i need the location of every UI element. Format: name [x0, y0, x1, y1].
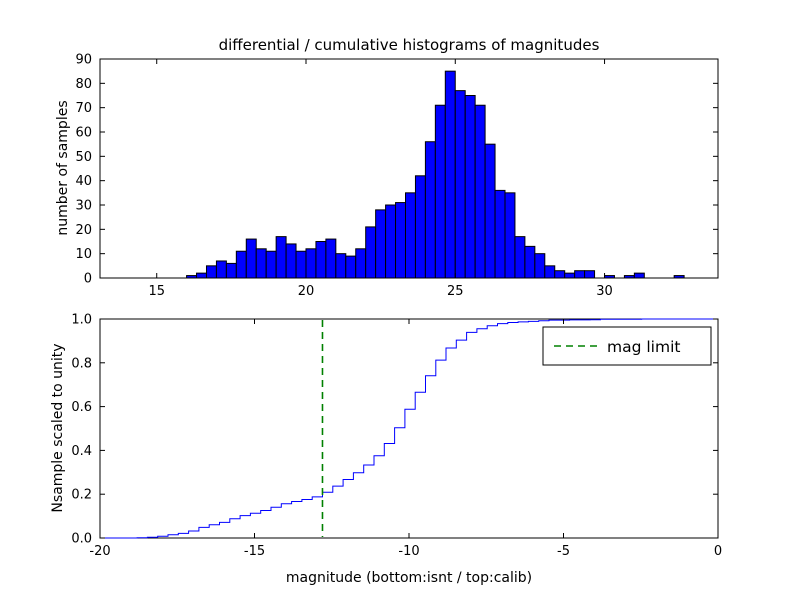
x-tick-label: -15 [244, 544, 265, 559]
histogram-bar [633, 272, 645, 279]
histogram-bar [225, 262, 237, 279]
histogram-bar [544, 265, 556, 279]
x-tick-label: -10 [398, 544, 419, 559]
y-tick-label: 30 [75, 199, 92, 214]
histogram-bar [365, 226, 377, 279]
bottom-plot: -20 -15 -10 -5 0 0.0 0.2 0.4 0.6 0.8 1.0 [71, 313, 722, 560]
x-tick-label: 15 [148, 284, 165, 299]
y-tick-label: 20 [75, 223, 92, 238]
histogram-bar [245, 238, 257, 279]
histogram-bar [295, 250, 307, 279]
x-tick-label: 30 [596, 284, 613, 299]
histogram-bar [494, 189, 506, 279]
x-tick-label: 0 [714, 544, 722, 559]
histogram-bars [186, 70, 685, 279]
y-tick-label: 0.2 [71, 488, 92, 503]
histogram-bar [454, 90, 466, 279]
histogram-bar [434, 104, 446, 279]
histogram-bar [564, 272, 576, 279]
histogram-bar [604, 275, 615, 279]
cumulative-line [100, 318, 718, 539]
histogram-bar [534, 253, 546, 279]
histogram-bar [673, 275, 685, 279]
legend [542, 326, 712, 366]
histogram-bar [235, 250, 247, 279]
y-tick-label: 1.0 [71, 313, 92, 328]
histogram-bar [574, 270, 586, 279]
y-tick-label: 0.8 [71, 356, 92, 371]
y-tick-label: 0.0 [71, 532, 92, 547]
x-tick-label: -5 [557, 544, 570, 559]
y-tick-label: 90 [75, 53, 92, 68]
x-tick-label: 25 [447, 284, 464, 299]
bottom-y-axis-label: Nsample scaled to unity [50, 343, 66, 513]
y-tick-label: 70 [75, 101, 92, 116]
histogram-bar [464, 95, 476, 279]
histogram-bar [186, 275, 198, 279]
y-tick-label: 80 [75, 77, 92, 92]
histogram-bar [554, 270, 566, 279]
histogram-bar [584, 270, 596, 279]
histogram-bar [484, 143, 496, 279]
histogram-bar [305, 248, 317, 279]
y-tick-label: 0 [84, 272, 92, 287]
histogram-bar [514, 236, 526, 279]
histogram-bar [395, 202, 406, 279]
histogram-bar [196, 272, 207, 279]
x-axis-label: magnitude (bottom:isnt / top:calib) [285, 570, 533, 586]
histogram-bar [504, 192, 516, 279]
figure-title: differential / cumulative histograms of … [218, 36, 600, 54]
x-tick-label: -20 [89, 544, 110, 559]
y-tick-label: 60 [75, 126, 92, 141]
histogram-bar [405, 192, 416, 279]
histogram-bar [275, 236, 287, 279]
histogram-bar [215, 260, 227, 279]
histogram-bar [335, 253, 347, 279]
top-plot: 15 20 25 30 0 10 20 30 40 50 60 70 80 90 [75, 53, 719, 299]
histogram-bar [205, 265, 217, 279]
histogram-bar [345, 255, 357, 279]
y-tick-label: 10 [75, 247, 92, 262]
histogram-bar [524, 245, 536, 279]
y-tick-label: 40 [75, 174, 92, 189]
y-tick-label: 0.6 [71, 400, 92, 415]
histogram-bar [385, 204, 397, 279]
histogram-bar [265, 250, 277, 279]
histogram-bar [444, 70, 456, 279]
histogram-bar [623, 275, 635, 279]
y-tick-label: 50 [75, 150, 92, 165]
histogram-bar [285, 243, 297, 279]
histogram-bar [315, 241, 327, 279]
histogram-bar [355, 248, 367, 279]
x-tick-label: 20 [298, 284, 315, 299]
y-tick-label: 0.4 [71, 444, 92, 459]
histogram-bar [424, 141, 436, 279]
legend-label: mag limit [607, 338, 681, 356]
histogram-bar [375, 209, 387, 279]
histogram-bar [414, 175, 426, 279]
top-y-axis-label: number of samples [55, 100, 71, 236]
histogram-bar [255, 248, 267, 279]
histogram-bar [474, 104, 486, 279]
histogram-bar [325, 238, 337, 279]
